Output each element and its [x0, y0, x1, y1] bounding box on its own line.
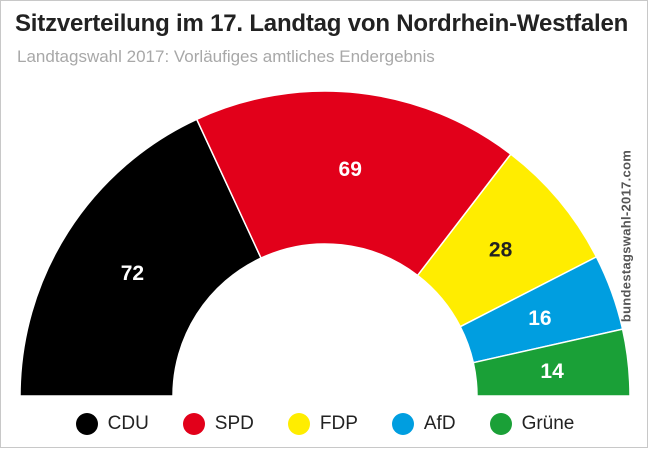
- segment-cdu: [19, 118, 263, 397]
- legend-swatch: [182, 413, 205, 435]
- value-label-spd: 69: [339, 158, 362, 181]
- legend-item-afd: AfD: [391, 413, 456, 435]
- legend-swatch: [489, 413, 512, 435]
- value-label-fdp: 28: [489, 239, 513, 262]
- chart-subtitle: Landtagswahl 2017: Vorläufiges amtliches…: [17, 47, 435, 66]
- legend-swatch: [75, 413, 98, 435]
- legend-item-fdp: FDP: [287, 413, 358, 435]
- chart-value-labels: 72 69 28 16 14: [121, 158, 564, 383]
- legend-swatch: [287, 413, 310, 435]
- legend-item-spd: SPD: [182, 413, 254, 435]
- segment-grune: [472, 328, 631, 397]
- legend-item-cdu: CDU: [75, 413, 149, 435]
- legend-label: Grüne: [521, 413, 575, 434]
- legend-label: CDU: [107, 413, 149, 434]
- value-label-grune: 14: [540, 360, 564, 383]
- legend-label: SPD: [214, 413, 254, 434]
- value-label-cdu: 72: [121, 262, 144, 285]
- legend-label: AfD: [423, 413, 456, 434]
- legend-item-grune: Grüne: [489, 413, 575, 435]
- chart-legend: CDU SPD FDP AfD Grüne: [0, 408, 650, 440]
- legend-swatch: [391, 413, 414, 435]
- segment-spd: [195, 90, 512, 277]
- chart-title: Sitzverteilung im 17. Landtag von Nordrh…: [15, 10, 629, 37]
- chart-segments: [19, 90, 631, 397]
- value-label-afd: 16: [528, 307, 551, 330]
- legend-label: FDP: [319, 413, 358, 434]
